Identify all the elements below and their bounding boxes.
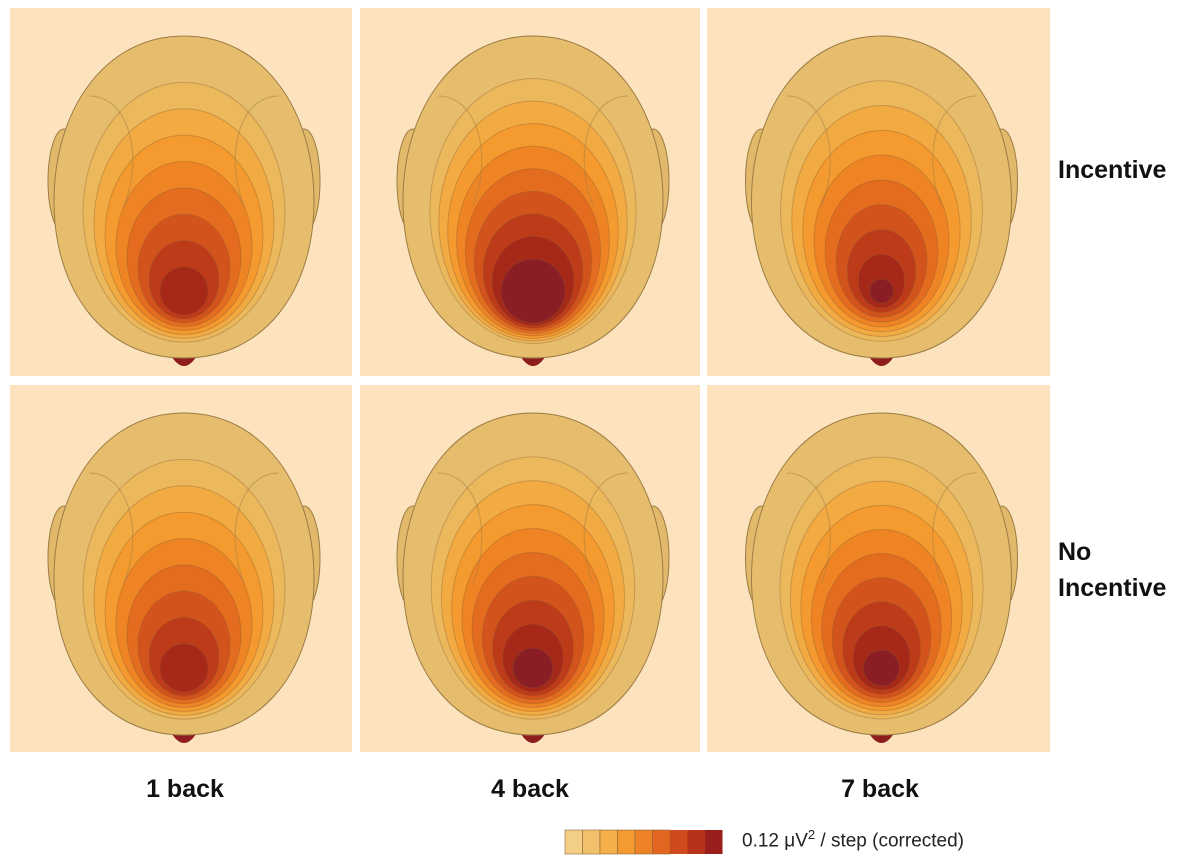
legend-rest: / step (corrected) <box>815 830 964 851</box>
legend-swatch <box>583 830 601 854</box>
legend-swatch <box>653 830 671 854</box>
legend-swatch <box>618 830 636 854</box>
page: Incentive No Incentive 1 back 4 back 7 b… <box>0 0 1200 858</box>
legend-label: 0.12 μV2 / step (corrected) <box>742 827 964 852</box>
legend-swatch <box>600 830 618 854</box>
legend-swatch <box>565 830 583 854</box>
column-label: 1 back <box>85 775 285 804</box>
legend-value: 0.12 μV <box>742 830 808 851</box>
legend-swatch <box>688 830 706 854</box>
contour <box>864 650 900 686</box>
contour <box>501 259 565 323</box>
contour <box>513 648 553 688</box>
contour <box>160 267 208 315</box>
legend-swatch <box>670 830 688 854</box>
column-label: 4 back <box>430 775 630 804</box>
legend-swatch <box>635 830 653 854</box>
figure <box>0 0 1200 858</box>
row-label: Incentive <box>1058 152 1198 188</box>
column-label: 7 back <box>780 775 980 804</box>
row-label: No Incentive <box>1058 534 1198 606</box>
legend-swatch <box>705 830 723 854</box>
contour <box>160 644 208 692</box>
contour <box>870 279 894 303</box>
